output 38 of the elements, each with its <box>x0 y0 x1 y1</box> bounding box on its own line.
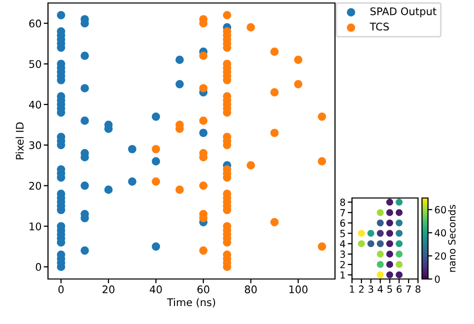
y-tick-label: 0 <box>36 263 42 271</box>
y-tick-label: 7 <box>340 209 345 216</box>
y-tick-label: 1 <box>340 271 345 279</box>
x-tick-label: 3 <box>368 285 374 293</box>
y-tick-label: 2 <box>340 260 345 268</box>
color-bar-label: 0 <box>434 275 440 283</box>
color-bar-title: nano Seconds <box>448 204 456 272</box>
y-tick-label: 20 <box>29 182 42 190</box>
legend-label: TCS <box>370 22 389 31</box>
y-tick-label: 40 <box>29 100 42 109</box>
y-tick-label: 4 <box>340 240 346 248</box>
x-tick-label: 0 <box>58 285 64 294</box>
y-tick-label: 3 <box>340 250 345 258</box>
x-tick-label: 40 <box>150 285 162 294</box>
x-tick-label: 8 <box>416 285 420 293</box>
y-axis-title: Pixel ID <box>16 122 24 160</box>
x-tick-label: 6 <box>396 285 402 293</box>
x-tick-label: 5 <box>387 286 392 293</box>
y-tick-label: 5 <box>340 230 345 238</box>
legend-label: SPAD Output <box>370 7 436 18</box>
y-tick-label: 8 <box>340 198 346 206</box>
color-bar-label: 20 <box>434 252 446 260</box>
y-tick-label: 50 <box>29 60 42 68</box>
x-axis-title: Time (ns) <box>166 298 216 308</box>
color-bar-label: 40 <box>434 229 446 237</box>
y-tick-label: 60 <box>29 20 42 28</box>
x-tick-label: 4 <box>378 286 383 293</box>
y-tick-label: 10 <box>30 222 42 230</box>
x-tick-label: 2 <box>359 285 364 293</box>
y-tick-label: 30 <box>29 141 42 150</box>
x-tick-label: 60 <box>197 285 210 294</box>
x-tick-label: 80 <box>244 285 257 294</box>
x-tick-label: 20 <box>102 285 114 294</box>
x-tick-label: 1 <box>350 286 354 293</box>
x-tick-label: 100 <box>289 285 308 294</box>
y-tick-label: 6 <box>340 219 346 227</box>
x-tick-label: 7 <box>406 286 411 293</box>
color-bar-label: 60 <box>434 206 446 214</box>
